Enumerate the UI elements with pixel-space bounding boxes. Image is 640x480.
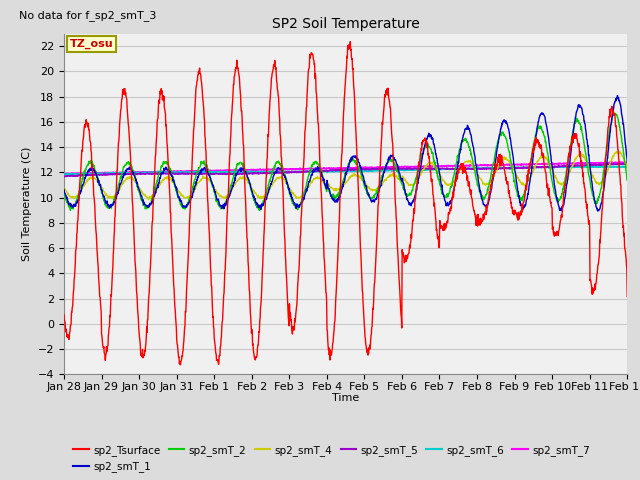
Title: SP2 Soil Temperature: SP2 Soil Temperature: [272, 17, 419, 31]
Legend: sp2_Tsurface, sp2_smT_1, sp2_smT_2, sp2_smT_4, sp2_smT_5, sp2_smT_6, sp2_smT_7: sp2_Tsurface, sp2_smT_1, sp2_smT_2, sp2_…: [69, 441, 594, 476]
Text: TZ_osu: TZ_osu: [70, 39, 113, 49]
X-axis label: Time: Time: [332, 394, 359, 403]
Y-axis label: Soil Temperature (C): Soil Temperature (C): [22, 147, 32, 261]
Text: No data for f_sp2_smT_3: No data for f_sp2_smT_3: [19, 10, 156, 21]
